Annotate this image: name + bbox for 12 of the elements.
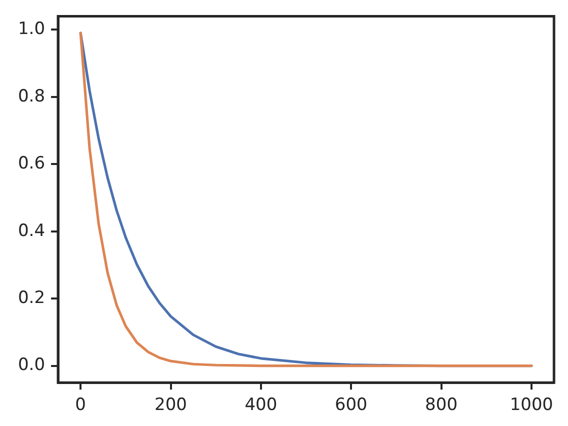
x-tick-label: 0 bbox=[75, 395, 86, 416]
y-tick-label: 0.2 bbox=[18, 288, 46, 308]
x-tick-label: 800 bbox=[425, 395, 458, 416]
x-tick-label: 1000 bbox=[510, 395, 554, 416]
y-tick-label: 1.0 bbox=[18, 19, 46, 40]
y-tick-label: 0.6 bbox=[18, 154, 46, 174]
y-tick-label: 0.4 bbox=[18, 220, 46, 241]
x-tick-label: 200 bbox=[154, 395, 187, 416]
x-tick-label: 600 bbox=[334, 395, 368, 416]
y-tick-label: 0.8 bbox=[18, 86, 46, 106]
y-tick-label: 0.0 bbox=[18, 355, 46, 376]
x-tick-label: 400 bbox=[244, 395, 278, 416]
